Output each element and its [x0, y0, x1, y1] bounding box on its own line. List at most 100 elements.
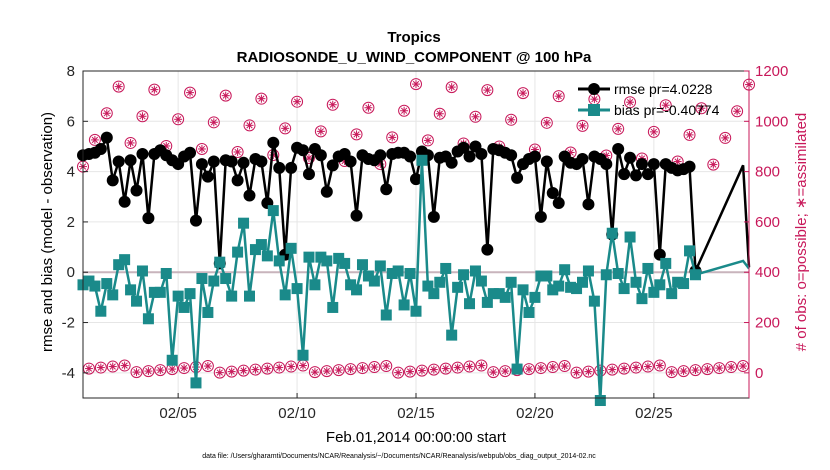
obs-assimilated-marker: [371, 363, 378, 371]
data-point: [225, 155, 238, 168]
rmse-series: [77, 131, 751, 277]
obs-possible-marker: [713, 362, 726, 375]
data-point: [119, 254, 131, 266]
data-point: [327, 301, 339, 313]
obs-possible-marker: [237, 364, 250, 377]
obs-assimilated-marker: [240, 367, 247, 374]
data-point: [660, 257, 672, 269]
obs-possible-marker: [356, 362, 369, 375]
data-point: [475, 275, 487, 287]
data-point: [220, 273, 232, 285]
data-point: [635, 158, 648, 171]
obs-assimilated-marker: [424, 137, 432, 144]
obs-assimilated-marker: [466, 363, 473, 370]
data-point: [130, 184, 143, 197]
data-point: [582, 265, 594, 277]
x-tick-label: 02/20: [516, 405, 554, 422]
y-right-tick-label: 200: [755, 315, 780, 332]
obs-assimilated-marker: [276, 364, 283, 371]
obs-assimilated-marker: [454, 364, 461, 371]
obs-possible-marker: [136, 110, 149, 123]
obs-assimilated-series: [79, 80, 753, 377]
obs-possible-marker: [332, 364, 345, 377]
obs-possible-marker: [94, 361, 107, 374]
obs-possible-marker: [606, 363, 619, 376]
obs-possible-marker: [213, 366, 226, 379]
obs-assimilated-marker: [418, 367, 426, 374]
x-tick-label: 02/25: [635, 405, 673, 422]
data-point: [469, 265, 481, 277]
data-point: [368, 275, 380, 287]
data-point: [463, 150, 476, 163]
obs-assimilated-marker: [507, 116, 515, 123]
obs-assimilated-marker: [662, 102, 669, 109]
obs-assimilated-marker: [311, 368, 319, 376]
data-point: [452, 281, 464, 293]
data-point: [136, 265, 148, 277]
data-point: [523, 306, 535, 318]
obs-possible-marker: [124, 136, 137, 149]
data-point: [410, 173, 422, 186]
data-point: [672, 276, 684, 288]
obs-assimilated-marker: [400, 107, 408, 114]
data-point: [600, 269, 612, 281]
data-point: [457, 141, 470, 154]
data-point: [255, 155, 268, 168]
data-point: [249, 244, 261, 256]
obs-possible-marker: [261, 362, 274, 375]
data-point: [565, 281, 577, 293]
legend-rmse-marker: [588, 83, 600, 95]
obs-possible-marker: [439, 362, 452, 375]
obs-assimilated-marker: [644, 363, 652, 370]
data-point: [535, 270, 547, 282]
obs-possible-marker: [653, 359, 666, 372]
data-point: [201, 170, 214, 183]
obs-possible-marker: [279, 122, 292, 135]
obs-assimilated-marker: [293, 98, 301, 105]
data-point: [511, 171, 524, 184]
obs-assimilated-marker: [329, 101, 336, 108]
data-point: [540, 155, 553, 168]
obs-assimilated-marker: [525, 365, 533, 373]
obs-possible-marker: [249, 363, 262, 376]
obs-assimilated-marker: [383, 362, 390, 370]
data-point: [314, 149, 327, 162]
data-point: [100, 131, 113, 144]
obs-assimilated-marker: [537, 364, 545, 372]
obs-possible-marker: [689, 364, 702, 377]
obs-possible-marker: [326, 98, 339, 111]
data-point: [172, 290, 184, 302]
data-point: [684, 245, 696, 257]
y-left-tick-label: 2: [67, 214, 75, 231]
data-point: [404, 150, 417, 163]
obs-assimilated-marker: [680, 367, 687, 375]
obs-assimilated-marker: [287, 363, 295, 370]
obs-possible-marker: [677, 365, 690, 378]
y-left-tick-label: 6: [67, 113, 75, 130]
obs-possible-marker: [421, 134, 434, 147]
obs-possible-marker: [427, 363, 440, 376]
data-point: [636, 293, 648, 305]
obs-possible-marker: [451, 361, 464, 374]
data-point: [297, 349, 309, 361]
data-point: [654, 279, 666, 291]
obs-assimilated-marker: [728, 363, 735, 371]
obs-assimilated-marker: [151, 86, 158, 93]
data-point: [196, 273, 208, 285]
data-point: [374, 260, 386, 272]
data-point: [380, 183, 393, 196]
obs-possible-marker: [433, 107, 446, 120]
data-point: [208, 275, 220, 287]
data-point: [350, 209, 363, 222]
y-axis-left-label: rmse and bias (model - observation): [39, 112, 56, 352]
obs-possible-marker: [463, 360, 476, 373]
data-point: [552, 197, 565, 210]
data-point: [106, 174, 119, 187]
obs-assimilated-marker: [145, 367, 152, 375]
data-point: [612, 267, 624, 279]
obs-assimilated-marker: [543, 119, 550, 126]
obs-possible-marker: [320, 365, 333, 378]
obs-assimilated-marker: [716, 364, 723, 372]
data-point: [207, 155, 220, 168]
